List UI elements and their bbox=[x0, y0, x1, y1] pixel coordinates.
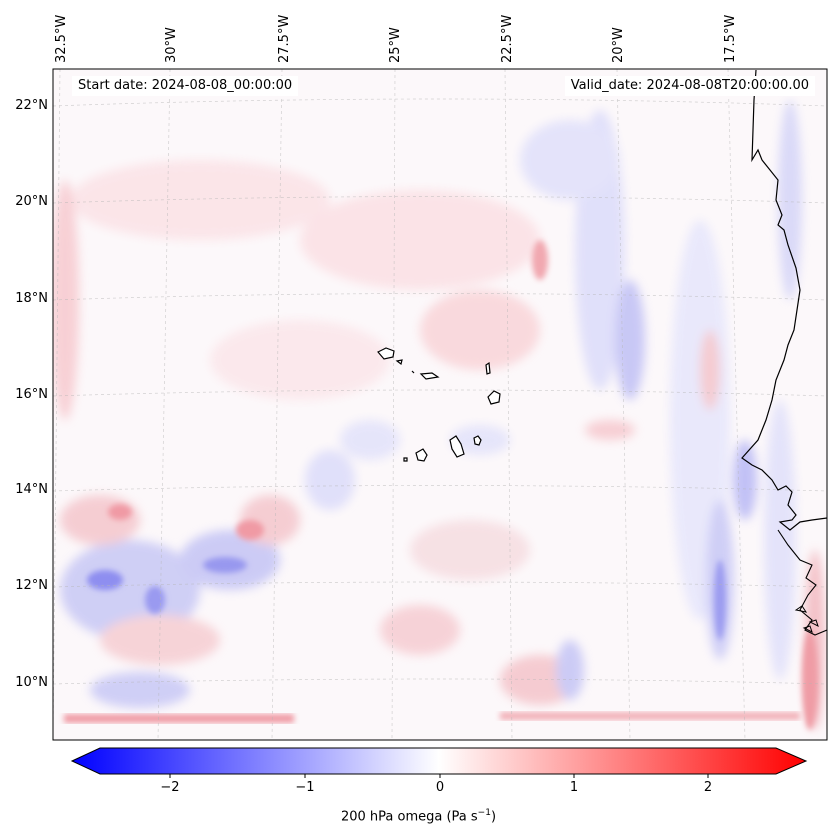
lon-label-20w: 20°W bbox=[611, 27, 626, 63]
island-santa-luzia bbox=[411, 370, 415, 374]
island-fogo bbox=[415, 448, 428, 462]
lon-label-30w: 30°W bbox=[164, 27, 179, 63]
coastline-guinea bbox=[777, 529, 827, 636]
colorbar-tick: −1 bbox=[295, 780, 315, 795]
lon-label-17-5w: 17.5°W bbox=[723, 14, 738, 63]
colorbar-tick: −2 bbox=[160, 780, 180, 795]
island-maio bbox=[473, 435, 482, 446]
colorbar-tick: 1 bbox=[569, 780, 579, 795]
map-frame bbox=[52, 68, 828, 741]
colorbar-label: 200 hPa omega (Pa s−1) bbox=[0, 808, 837, 824]
island-sao-vicente bbox=[395, 359, 403, 366]
lat-label-12n: 12°N bbox=[15, 578, 48, 593]
lat-label-14n: 14°N bbox=[15, 482, 48, 497]
lat-label-22n: 22°N bbox=[15, 98, 48, 113]
bijagos-islands bbox=[794, 605, 819, 633]
lon-label-27-5w: 27.5°W bbox=[277, 14, 292, 63]
lat-label-16n: 16°N bbox=[15, 387, 48, 402]
island-boa-vista bbox=[487, 390, 501, 405]
island-sal bbox=[485, 361, 491, 375]
colorbar-label-main: 200 hPa omega (Pa s bbox=[340, 809, 478, 825]
cape-verde-islands bbox=[377, 347, 501, 462]
lat-label-20n: 20°N bbox=[15, 194, 48, 209]
island-sao-nicolau bbox=[419, 372, 440, 380]
colorbar-tick: 2 bbox=[703, 780, 713, 795]
lon-label-25w: 25°W bbox=[388, 27, 403, 63]
island-brava bbox=[403, 457, 408, 462]
omega-field bbox=[53, 69, 827, 740]
island-santiago bbox=[449, 435, 465, 458]
graticule bbox=[53, 69, 827, 740]
colorbar-tick: 0 bbox=[435, 780, 445, 795]
colorbar-label-end: ) bbox=[490, 809, 497, 825]
lat-label-10n: 10°N bbox=[15, 675, 48, 690]
coastline bbox=[741, 69, 827, 531]
lat-label-18n: 18°N bbox=[15, 291, 48, 306]
colorbar bbox=[70, 747, 808, 778]
island-santo-antao bbox=[377, 347, 395, 360]
lon-label-32-5w: 32.5°W bbox=[54, 14, 69, 63]
lon-label-22-5w: 22.5°W bbox=[500, 14, 515, 63]
valid-date-label: Valid_date: 2024-08-08T20:00:00.00 bbox=[564, 76, 815, 96]
start-date-label: Start date: 2024-08-08_00:00:00 bbox=[72, 76, 299, 96]
colorbar-label-exponent: −1 bbox=[477, 808, 491, 818]
